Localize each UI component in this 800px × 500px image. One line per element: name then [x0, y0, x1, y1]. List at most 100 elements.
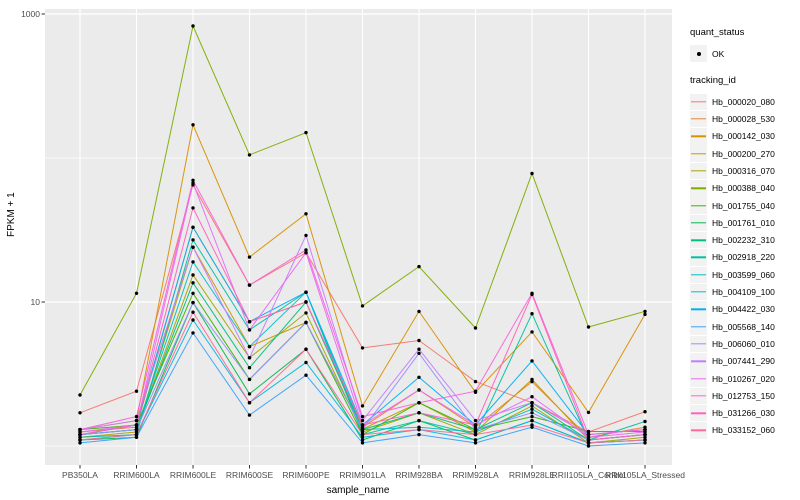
legend-key-Hb_002232_310 [690, 231, 707, 249]
data-point [247, 320, 252, 324]
legend-line-icon [691, 291, 706, 293]
data-point [643, 441, 647, 445]
data-point [134, 389, 139, 393]
legend-line-icon [691, 101, 706, 103]
y-tick-label-10: 10 [30, 297, 40, 307]
data-point [360, 430, 365, 434]
data-point [360, 304, 365, 308]
legend-title-tracking-id: tracking_id [690, 75, 736, 87]
legend-item-Hb_000028_530: Hb_000028_530 [690, 110, 798, 128]
data-point [304, 290, 308, 294]
data-point [78, 435, 82, 439]
legend-item-Hb_005568_140: Hb_005568_140 [690, 318, 798, 335]
data-point [191, 178, 195, 182]
legend-key-Hb_007441_290 [690, 353, 707, 370]
data-point [78, 438, 82, 442]
data-point [247, 377, 252, 382]
legend-item-Hb_002918_220: Hb_002918_220 [690, 249, 798, 266]
legend-item-Hb_000316_070: Hb_000316_070 [690, 162, 798, 180]
data-point [586, 444, 591, 448]
legend-key-Hb_001761_010 [690, 214, 707, 232]
x-tick-label-RRIM928BA: RRIM928BA [395, 470, 443, 480]
legend-key-Hb_005568_140 [690, 318, 707, 335]
data-point [417, 401, 421, 405]
data-point [417, 427, 421, 432]
legend-line-icon [691, 343, 706, 345]
data-point [360, 438, 365, 442]
data-point [473, 430, 478, 434]
data-point [417, 418, 421, 423]
data-point [530, 359, 534, 363]
data-point [247, 392, 252, 396]
data-point [78, 432, 82, 437]
data-point [643, 410, 647, 414]
legend-key-Hb_003599_060 [690, 266, 707, 284]
data-point [643, 435, 647, 439]
legend-line-icon [691, 256, 706, 259]
data-point [530, 171, 534, 176]
data-point [191, 281, 195, 285]
data-point [360, 423, 365, 427]
data-point [530, 395, 534, 399]
legend-line-icon [691, 360, 706, 362]
data-point [643, 432, 647, 437]
legend-line-icon [691, 395, 706, 397]
data-point [191, 245, 195, 249]
data-point [360, 414, 365, 419]
data-point [134, 423, 139, 427]
data-point [586, 429, 591, 434]
legend-item-label: Hb_000316_070 [712, 165, 775, 176]
y-axis-title: FPKM + 1 [6, 192, 17, 237]
legend-item-label: Hb_000200_270 [712, 148, 775, 159]
legend-line-icon [691, 412, 706, 414]
x-tick-label-PB350LA: PB350LA [62, 470, 98, 480]
legend-key-Hb_000388_040 [690, 180, 707, 197]
legend-item-ok: OK [690, 45, 798, 62]
legend-line-icon [691, 204, 706, 207]
data-point [417, 338, 421, 343]
data-point [643, 425, 647, 429]
data-point [473, 441, 478, 445]
data-point [191, 260, 195, 264]
data-point [304, 233, 308, 238]
legend-item-Hb_012753_150: Hb_012753_150 [690, 387, 798, 405]
data-point [360, 418, 365, 423]
data-point [643, 438, 647, 442]
data-point [586, 435, 591, 439]
legend-item-label: Hb_010267_020 [712, 373, 775, 384]
data-point [191, 225, 195, 229]
data-point [247, 153, 252, 157]
data-point [473, 427, 478, 432]
legend-line-icon [691, 239, 706, 241]
legend-line-icon [691, 377, 706, 380]
data-point [247, 283, 252, 287]
legend-item-label: Hb_007441_290 [712, 356, 775, 367]
legend-item-label: Hb_031266_030 [712, 408, 775, 419]
x-tick-label-RRIM600LA: RRIM600LA [113, 470, 160, 480]
legend-line-icon [691, 118, 706, 120]
legend-item-label: Hb_004422_030 [712, 304, 775, 315]
data-point [247, 401, 252, 405]
data-point [643, 309, 647, 314]
legend-item-Hb_003599_060: Hb_003599_060 [690, 266, 798, 284]
legend-line-icon [691, 429, 706, 432]
legend-item-Hb_006060_010: Hb_006060_010 [690, 335, 798, 353]
data-point [191, 300, 195, 305]
data-point [643, 427, 647, 432]
data-point [247, 255, 252, 259]
data-point [643, 312, 647, 317]
data-point [247, 328, 252, 332]
data-point [360, 346, 365, 350]
legend-key-Hb_000028_530 [690, 110, 707, 128]
data-point [247, 356, 252, 360]
data-point [473, 326, 478, 330]
data-point [417, 264, 421, 269]
legend-item-Hb_000388_040: Hb_000388_040 [690, 180, 798, 197]
legend-item-Hb_004109_100: Hb_004109_100 [690, 283, 798, 301]
data-point [191, 181, 195, 185]
data-point [360, 427, 365, 432]
legend-item-Hb_007441_290: Hb_007441_290 [690, 353, 798, 370]
data-point [530, 411, 534, 415]
x-tick-label-RRII105LA_Stressed: RRII105LA_Stressed [605, 470, 685, 480]
legend-item-label: Hb_006060_010 [712, 338, 775, 349]
